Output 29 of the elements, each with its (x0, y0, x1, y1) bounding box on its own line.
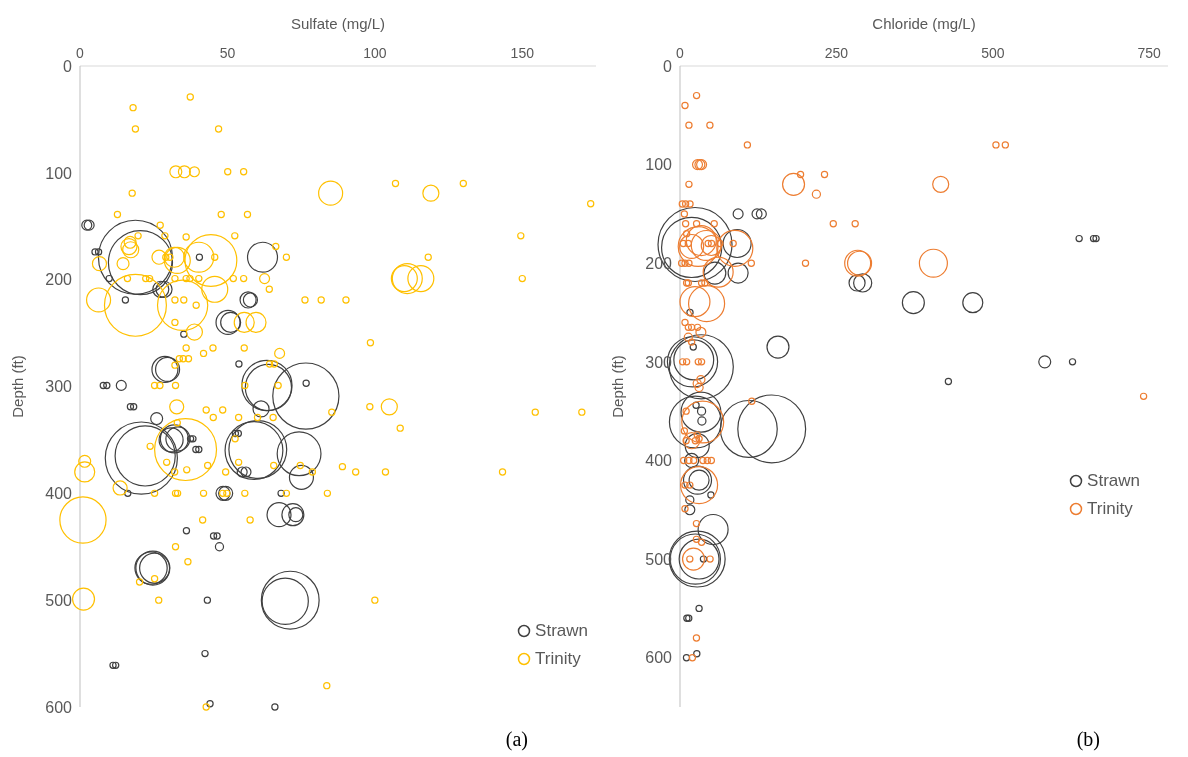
y-axis-title: Depth (ft) (9, 355, 27, 418)
x-tick-label: 150 (510, 45, 535, 61)
y-tick-label: 100 (45, 164, 73, 182)
x-tick-label: 0 (76, 45, 85, 61)
x-axis-title: Chloride (mg/L) (872, 14, 976, 32)
x-tick-label: 100 (363, 45, 387, 61)
x-tick-label: 0 (676, 45, 685, 61)
legend-label: Strawn (1087, 471, 1140, 491)
x-tick-label: 500 (981, 45, 1005, 61)
y-tick-label: 600 (45, 698, 73, 716)
y-tick-label: 400 (645, 452, 673, 470)
x-tick-label: 250 (824, 45, 849, 61)
text: (b) (1076, 728, 1100, 751)
y-axis-title: Depth (ft) (609, 355, 627, 418)
y-tick-label: 300 (45, 378, 73, 396)
legend-label: Trinity (535, 649, 581, 669)
x-axis-title: Sulfate (mg/L) (290, 14, 386, 32)
y-tick-label: 600 (645, 649, 673, 667)
y-tick-label: 0 (663, 57, 673, 75)
legend-label: Strawn (535, 621, 588, 641)
y-tick-label: 400 (45, 485, 73, 503)
legend-label: Trinity (1087, 499, 1133, 519)
y-tick-label: 100 (645, 156, 673, 174)
x-tick-label: 50 (219, 45, 236, 61)
text: (a) (505, 728, 528, 751)
x-tick-label: 750 (1137, 45, 1162, 61)
y-tick-label: 200 (45, 271, 73, 289)
y-tick-label: 500 (45, 591, 73, 609)
y-tick-label: 0 (63, 57, 73, 75)
